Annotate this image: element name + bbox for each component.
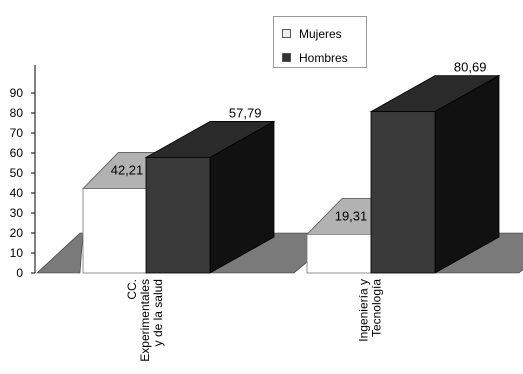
- y-tick-label: 70: [10, 126, 24, 140]
- y-tick-label: 30: [10, 206, 24, 220]
- value-label-mujeres: 19,31: [335, 208, 368, 223]
- value-labels: 42,21 57,79 19,31 80,69: [111, 60, 487, 224]
- y-tick-label: 40: [10, 186, 24, 200]
- y-tick-label: 0: [16, 266, 23, 280]
- hombres-bar-front: [370, 111, 436, 274]
- legend-label-hombres: Hombres: [299, 51, 348, 65]
- legend-swatch-hombres: [282, 53, 291, 62]
- y-tick-label: 90: [10, 86, 24, 100]
- y-axis: 0 10 20 30 40 50 60 70 80 90: [10, 65, 36, 280]
- category-label-line: Experimentales: [138, 279, 152, 362]
- y-tick-label: 10: [10, 246, 24, 260]
- y-tick-label: 80: [10, 106, 24, 120]
- category-label-line: Ingeniería y: [357, 279, 371, 342]
- legend-label-mujeres: Mujeres: [299, 27, 342, 41]
- y-tick-label: 50: [10, 166, 24, 180]
- bars: [82, 74, 501, 274]
- y-tick-label: 20: [10, 226, 24, 240]
- mujeres-bar-front: [82, 188, 148, 274]
- floor-wedge-left: [36, 232, 84, 274]
- category-label: CC. Experimentales y de la salud: [125, 279, 165, 362]
- value-label-hombres: 57,79: [229, 105, 262, 120]
- value-label-hombres: 80,69: [454, 60, 487, 75]
- category-label-line: y de la salud: [151, 279, 165, 346]
- hombres-bar-front: [145, 157, 211, 274]
- category-label-line: CC.: [125, 279, 139, 300]
- category-label: Ingeniería y Tecnología: [357, 279, 384, 342]
- mujeres-bar-front: [306, 233, 372, 274]
- legend-swatch-mujeres: [282, 29, 291, 38]
- category-label-line: Tecnología: [370, 279, 384, 337]
- y-tick-label: 60: [10, 146, 24, 160]
- value-label-mujeres: 42,21: [111, 163, 144, 178]
- category-labels: CC. Experimentales y de la salud Ingeniería…: [125, 279, 384, 362]
- legend: Mujeres Hombres: [273, 16, 367, 68]
